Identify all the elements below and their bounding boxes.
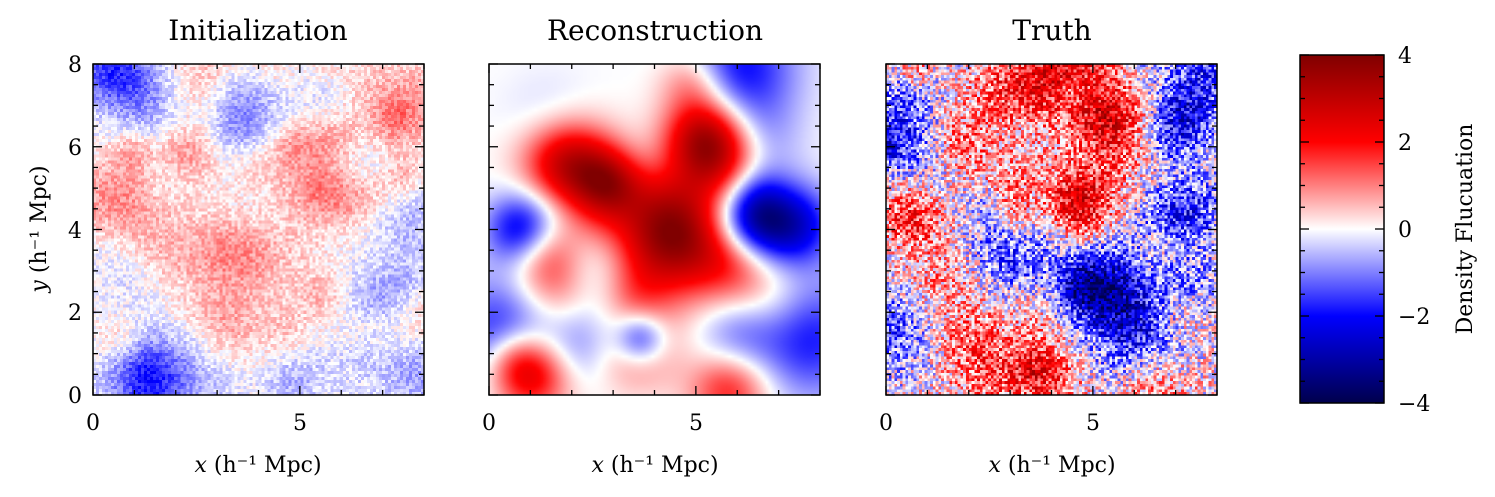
x-axis-label: x (h⁻¹ Mpc) bbox=[591, 453, 718, 478]
y-axis-label: y (h⁻¹ Mpc) bbox=[27, 165, 52, 293]
x-tick-label: 0 bbox=[482, 411, 496, 436]
panel-reconstruction: Reconstruction 0 5 x (h⁻¹ Mpc) bbox=[482, 14, 821, 478]
panel-title-initialization: Initialization bbox=[168, 14, 347, 47]
ticks bbox=[92, 63, 425, 396]
x-tick-label: 5 bbox=[293, 411, 307, 436]
x-tick-label: 5 bbox=[689, 411, 703, 436]
panel-truth: Truth 0 5 x (h⁻¹ Mpc) bbox=[879, 14, 1218, 478]
y-tick-label: 0 bbox=[68, 384, 82, 409]
y-tick-label: 4 bbox=[68, 219, 82, 244]
colorbar-tick-label: −4 bbox=[1398, 392, 1430, 417]
heatmap-truth bbox=[886, 64, 1217, 395]
colorbar-tick-label: 4 bbox=[1398, 44, 1412, 69]
heatmap-initialization bbox=[93, 64, 424, 395]
y-tick-label: 2 bbox=[68, 301, 82, 326]
ticks bbox=[885, 63, 1218, 396]
colorbar-ticks bbox=[1300, 54, 1384, 404]
colorbar-tick-label: 2 bbox=[1398, 131, 1412, 156]
x-tick-label: 5 bbox=[1086, 411, 1100, 436]
panel-initialization: Initialization 0 5 0 2 4 6 8 x (h⁻¹ Mpc)… bbox=[27, 14, 425, 478]
x-tick-label: 0 bbox=[879, 411, 893, 436]
x-axis-label: x (h⁻¹ Mpc) bbox=[988, 453, 1115, 478]
panel-title-reconstruction: Reconstruction bbox=[547, 14, 763, 47]
x-axis-label: x (h⁻¹ Mpc) bbox=[194, 453, 321, 478]
colorbar-tick-label: 0 bbox=[1398, 218, 1412, 243]
panel-title-truth: Truth bbox=[1012, 14, 1091, 47]
ticks bbox=[488, 63, 821, 396]
colorbar-tick-label: −2 bbox=[1398, 305, 1430, 330]
colorbar: −4 −2 0 2 4 Density Flucuation bbox=[1299, 44, 1478, 417]
y-tick-label: 8 bbox=[68, 53, 82, 78]
x-tick-label: 0 bbox=[86, 411, 100, 436]
heatmap-reconstruction bbox=[489, 64, 820, 395]
colorbar-label: Density Flucuation bbox=[1453, 124, 1478, 335]
colorbar-gradient bbox=[1300, 55, 1384, 403]
y-tick-label: 6 bbox=[68, 136, 82, 161]
